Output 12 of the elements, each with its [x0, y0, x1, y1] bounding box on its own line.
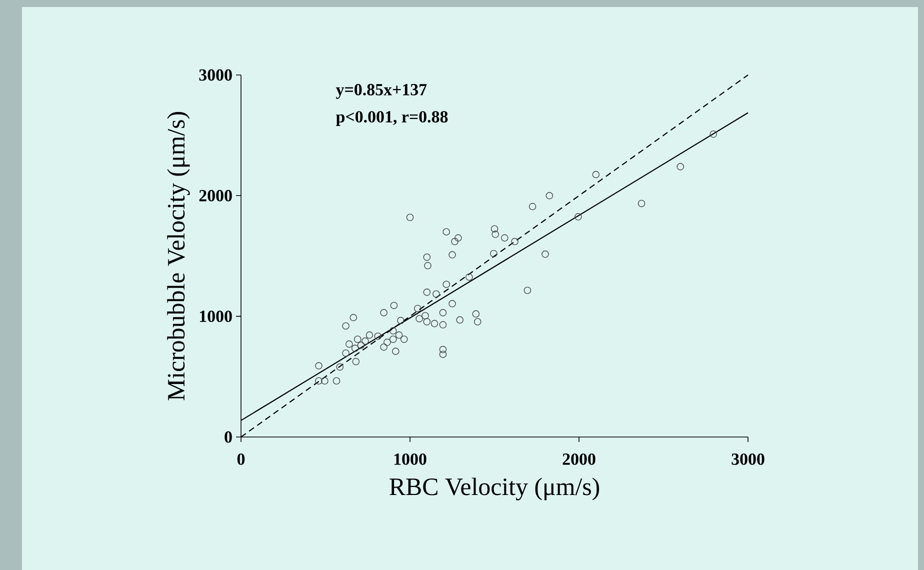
y-tick-label: 1000: [200, 310, 232, 322]
x-tick-label: 0: [237, 453, 245, 465]
y-tick-label: 3000: [199, 69, 232, 81]
x-tick-label: 2000: [562, 453, 596, 465]
x-tick-label: 3000: [732, 453, 764, 465]
x-tick-label: 1000: [394, 453, 426, 465]
y-tick-label: 2000: [199, 190, 232, 202]
y-tick-label: 0: [224, 431, 232, 443]
annotation: y=0.85x+137: [336, 84, 427, 99]
x-axis-title: RBC Velocity (μm/s): [390, 478, 600, 500]
annotation: p<0.001, r=0.88: [336, 111, 448, 126]
y-axis-title: Microbubble Velocity (μm/s): [167, 112, 190, 400]
